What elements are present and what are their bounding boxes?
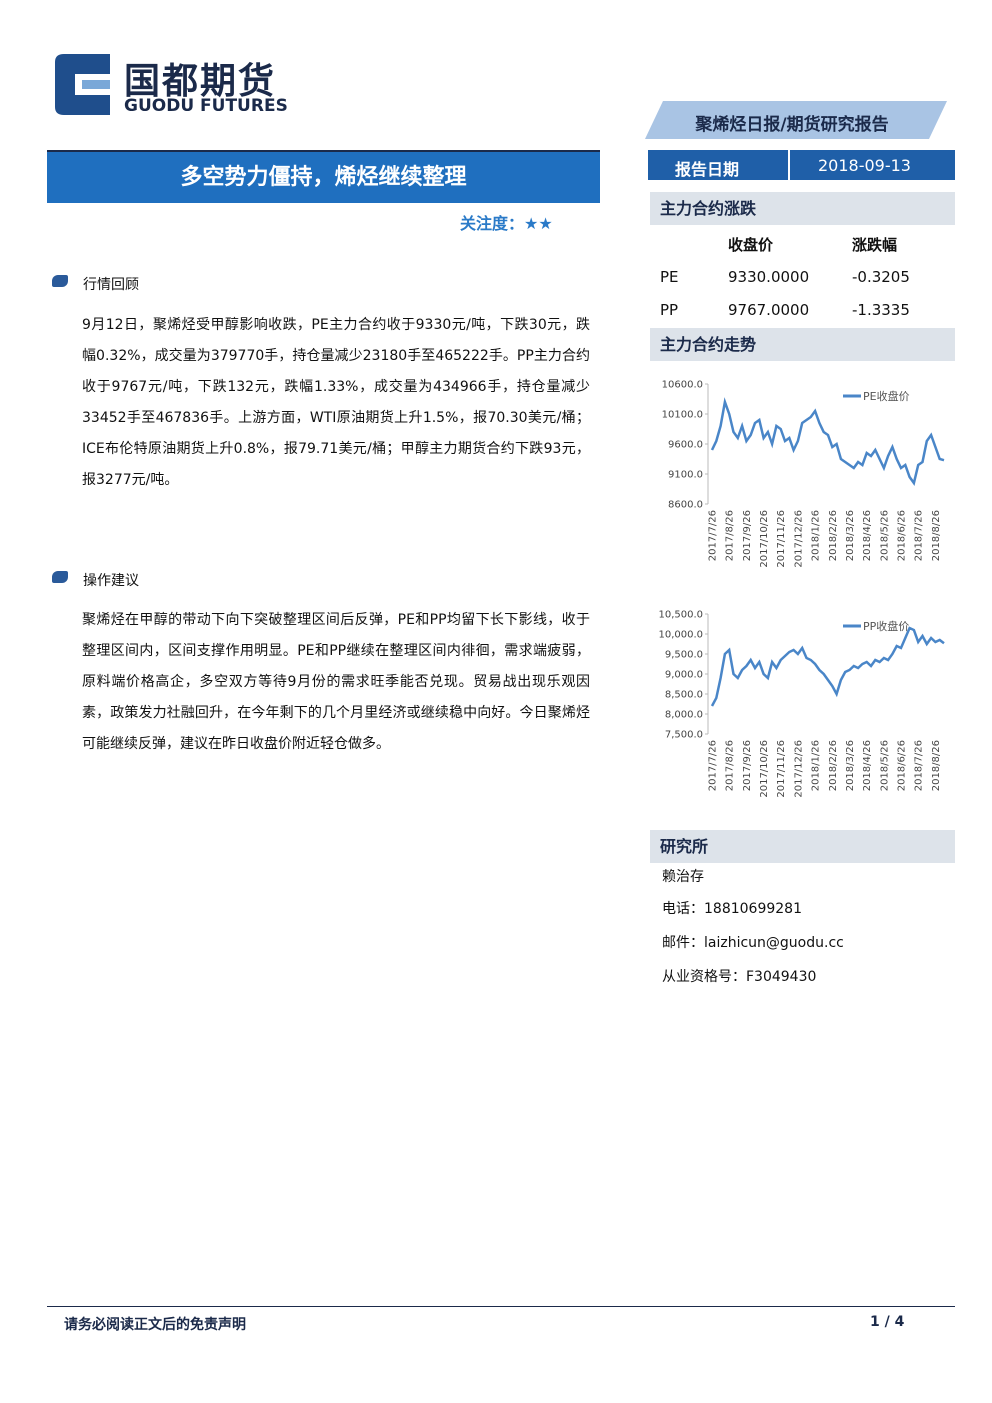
cell: -0.3205 [852,268,910,286]
email: 邮件：laizhicun@guodu.cc [662,935,844,951]
x-tick-label: 2018/3/26 [845,740,856,791]
date-bar [648,150,955,180]
cell: 9767.0000 [728,301,810,319]
x-tick-label: 2018/4/26 [862,740,873,791]
report-type: 聚烯烃日报/期货研究报告 [695,115,889,135]
cell: PE [660,268,679,286]
section-heading: 研究所 [650,830,955,863]
logo-cn: 国都期货 [124,61,277,102]
attention-stars: ★★ [524,214,553,233]
y-tick-label: 10600.0 [662,380,703,391]
column-header: 涨跌幅 [852,236,898,254]
date-label: 报告日期 [675,160,740,179]
y-tick-label: 7,500.0 [665,730,703,741]
y-tick-label: 8,000.0 [665,710,703,721]
column-header: 收盘价 [728,236,774,254]
x-tick-label: 2017/7/26 [708,510,719,561]
date-divider [788,150,790,180]
legend-label: PP收盘价 [863,619,909,633]
x-tick-label: 2017/12/26 [793,740,804,798]
x-tick-label: 2017/8/26 [725,740,736,791]
y-tick-label: 8,500.0 [665,690,703,701]
x-tick-label: 2018/3/26 [845,510,856,561]
y-tick-label: 9,500.0 [665,650,703,661]
x-tick-label: 2017/9/26 [742,740,753,791]
x-tick-label: 2018/6/26 [897,510,908,561]
analyst: 赖治存 [662,869,704,885]
x-tick-label: 2018/8/26 [931,510,942,561]
phone: 电话：18810699281 [662,901,802,917]
y-tick-label: 10100.0 [662,410,703,421]
report-type-banner [645,101,947,139]
bullet [52,571,68,583]
cell: -1.3335 [852,301,910,319]
section-heading: 主力合约涨跌 [650,192,955,225]
x-tick-label: 2018/7/26 [914,740,925,791]
y-tick-label: 9100.0 [668,470,703,481]
x-tick-label: 2018/6/26 [897,740,908,791]
x-tick-label: 2017/10/26 [759,510,770,568]
x-tick-label: 2017/11/26 [776,510,787,568]
license: 从业资格号：F3049430 [662,969,817,985]
attention: 关注度：★★ [460,210,553,234]
x-tick-label: 2018/2/26 [828,740,839,791]
paragraph: 9月12日，聚烯烃受甲醇影响收跌，PE主力合约收于9330元/吨，下跌30元，跌… [82,317,590,488]
section-heading: 操作建议 [83,573,139,589]
x-tick-label: 2017/10/26 [759,740,770,798]
legend-label: PE收盘价 [863,389,910,403]
x-tick-label: 2018/2/26 [828,510,839,561]
section-heading: 主力合约走势 [650,328,955,361]
y-tick-label: 10,500.0 [658,610,703,621]
bullet [52,275,68,287]
x-tick-label: 2018/7/26 [914,510,925,561]
y-tick-label: 9,000.0 [665,670,703,681]
x-tick-label: 2017/8/26 [725,510,736,561]
data-line [710,626,945,707]
x-tick-label: 2018/4/26 [862,510,873,561]
x-tick-label: 2018/1/26 [811,510,822,561]
logo-icon [55,54,110,115]
y-tick-label: 10,000.0 [658,630,703,641]
x-tick-label: 2018/5/26 [879,740,890,791]
x-tick-label: 2017/7/26 [708,740,719,791]
page-number: 1 / 4 [870,1314,905,1330]
x-tick-label: 2018/5/26 [879,510,890,561]
title: 多空势力僵持，烯烃继续整理 [47,152,600,203]
x-tick-label: 2017/12/26 [793,510,804,568]
title-rule [47,150,600,152]
x-tick-label: 2018/8/26 [931,740,942,791]
logo-en: GUODU FUTURES [124,96,288,116]
x-tick-label: 2018/1/26 [811,740,822,791]
y-tick-label: 8600.0 [668,500,703,511]
x-tick-label: 2017/11/26 [776,740,787,798]
cell: PP [660,301,679,319]
attention-label: 关注度： [460,214,525,233]
y-tick-label: 9600.0 [668,440,703,451]
data-line [710,397,945,486]
paragraph: 聚烯烃在甲醇的带动下向下突破整理区间后反弹，PE和PP均留下长下影线，收于整理区… [82,612,590,752]
x-tick-label: 2017/9/26 [742,510,753,561]
footer-rule [47,1306,955,1307]
report-date: 2018-09-13 [818,156,911,175]
cell: 9330.0000 [728,268,810,286]
section-heading: 行情回顾 [83,277,139,293]
disclaimer: 请务必阅读正文后的免责声明 [64,1317,246,1333]
chart: 7,500.0 8,000.0 8,500.0 9,000.0 9,500.0 10,00… [658,610,945,798]
chart: 8600.0 9100.0 9600.0 10100.0 10600.0 2017/7/2… [662,380,945,568]
